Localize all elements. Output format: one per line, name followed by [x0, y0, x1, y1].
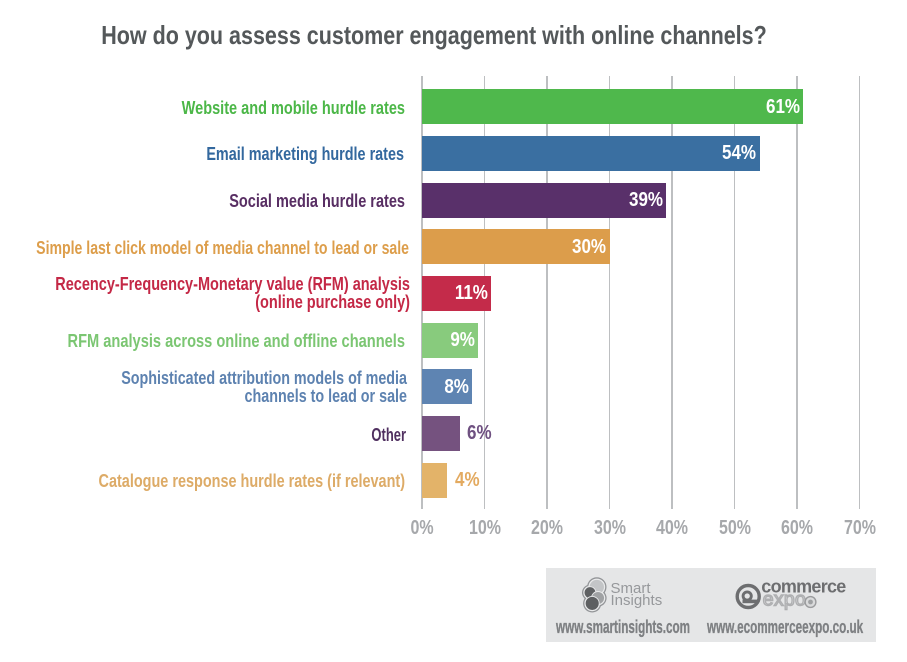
svg-text:Smart: Smart: [611, 580, 652, 597]
svg-text:commerce: commerce: [761, 576, 846, 596]
svg-text:expo: expo: [763, 589, 806, 611]
svg-text:Insights: Insights: [611, 592, 663, 609]
